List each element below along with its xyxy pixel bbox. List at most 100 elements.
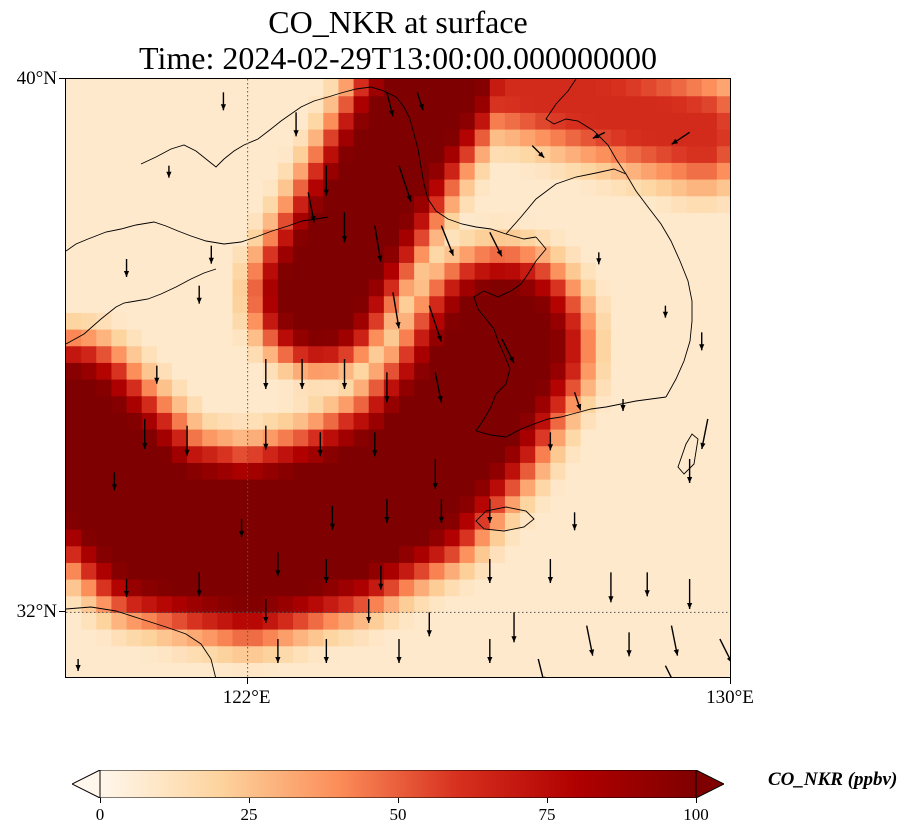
field-cell — [126, 229, 143, 247]
field-cell — [383, 662, 400, 677]
field-cell — [232, 645, 249, 663]
field-cell — [504, 479, 521, 497]
coastline-shandong-bohai — [66, 216, 329, 252]
field-cell — [126, 145, 143, 163]
field-cell — [171, 395, 188, 413]
field-cell — [429, 345, 446, 363]
field-cell — [671, 512, 688, 530]
field-cell — [671, 379, 688, 397]
field-cell — [383, 262, 400, 280]
field-cell — [338, 629, 355, 647]
field-cell — [580, 429, 597, 447]
map-panel[interactable] — [65, 78, 731, 678]
field-cell — [293, 195, 309, 213]
field-cell — [641, 262, 657, 280]
field-cell — [671, 195, 688, 213]
field-cell — [262, 129, 279, 147]
field-cell — [262, 479, 279, 497]
field-cell — [580, 295, 597, 313]
field-cell — [701, 145, 718, 163]
field-cell — [338, 145, 355, 163]
field-cell — [293, 362, 309, 380]
field-cell — [459, 345, 476, 363]
field-cell — [111, 362, 128, 380]
field-cell — [383, 112, 400, 130]
colorbar-tick-label: 0 — [95, 805, 105, 824]
field-cell — [66, 112, 82, 130]
field-cell — [141, 195, 158, 213]
field-cell — [141, 162, 158, 180]
field-cell — [595, 229, 612, 247]
field-cell — [641, 629, 657, 647]
field-cell — [641, 162, 657, 180]
wind-arrow — [323, 165, 329, 196]
field-cell — [323, 129, 340, 147]
field-cell — [444, 262, 461, 280]
field-cell — [187, 629, 203, 647]
field-cell — [520, 362, 536, 380]
field-cell — [550, 579, 567, 597]
field-cell — [535, 429, 551, 447]
field-cell — [474, 562, 491, 580]
field-cell — [399, 379, 415, 397]
wind-arrow — [123, 579, 130, 597]
field-cell — [141, 179, 158, 197]
field-cell — [141, 579, 158, 597]
field-cell — [353, 195, 370, 213]
field-cell — [565, 245, 582, 263]
field-cell — [399, 479, 415, 497]
field-cell — [217, 645, 234, 663]
field-cell — [353, 279, 370, 297]
field-cell — [96, 345, 113, 363]
field-cell — [66, 212, 82, 230]
field-cell — [565, 479, 582, 497]
field-cell — [701, 345, 718, 363]
field-cell — [671, 179, 688, 197]
field-cell — [308, 245, 324, 263]
field-cell — [308, 512, 324, 530]
field-cell — [293, 645, 309, 663]
field-cell — [429, 579, 446, 597]
field-cell — [535, 562, 551, 580]
field-cell — [247, 295, 264, 313]
field-cell — [111, 345, 128, 363]
field-cell — [535, 145, 551, 163]
field-cell — [701, 445, 718, 463]
field-cell — [489, 429, 506, 447]
field-cell — [626, 212, 642, 230]
field-cell — [444, 512, 461, 530]
wind-arrow — [111, 472, 117, 491]
field-cell — [323, 345, 340, 363]
field-cell — [66, 262, 82, 280]
field-cell — [141, 79, 158, 97]
field-cell — [293, 95, 309, 113]
field-cell — [399, 295, 415, 313]
field-cell — [489, 179, 506, 197]
field-cell — [550, 362, 567, 380]
field-cell — [429, 145, 446, 163]
field-cell — [111, 229, 128, 247]
field-cell — [338, 645, 355, 663]
field-cell — [520, 95, 536, 113]
field-cell — [247, 345, 264, 363]
field-cell — [701, 229, 718, 247]
field-cell — [383, 245, 400, 263]
field-cell — [202, 545, 218, 563]
field-cell — [277, 79, 294, 97]
field-cell — [81, 629, 97, 647]
field-cell — [323, 329, 340, 347]
field-cell — [504, 179, 521, 197]
field-cell — [383, 529, 400, 547]
field-cell — [686, 612, 703, 630]
field-cell — [671, 445, 688, 463]
field-cell — [277, 529, 294, 547]
field-cell — [217, 629, 234, 647]
field-cell — [610, 495, 627, 513]
field-cell — [383, 295, 400, 313]
field-cell — [671, 279, 688, 297]
field-cell — [459, 445, 476, 463]
field-cell — [156, 129, 173, 147]
field-cell — [171, 312, 188, 330]
field-cell — [489, 129, 506, 147]
field-cell — [368, 295, 385, 313]
